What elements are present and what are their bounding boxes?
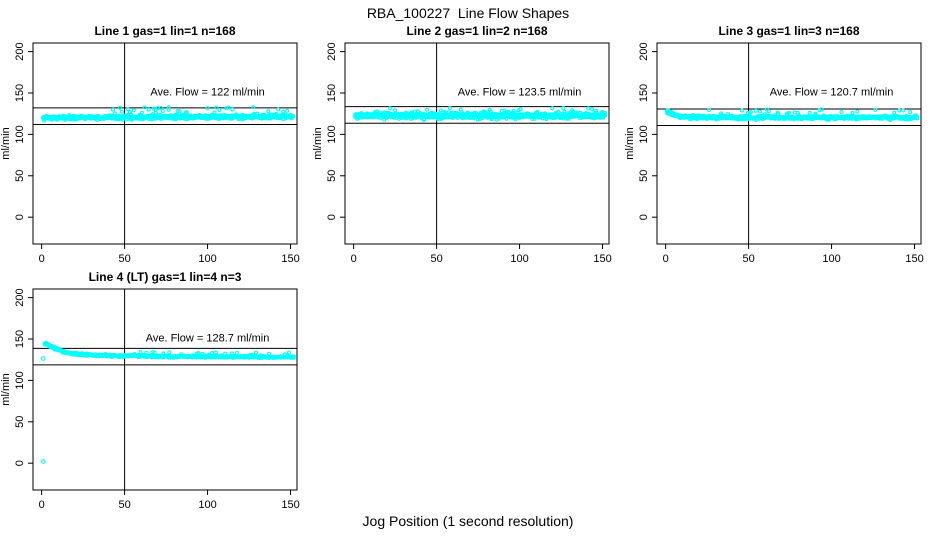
plot-box bbox=[32, 42, 298, 245]
y-axis-label: ml/min bbox=[312, 127, 324, 159]
y-tick-label: 200 bbox=[326, 42, 338, 60]
plot-box bbox=[32, 288, 298, 491]
y-tick-label: 150 bbox=[326, 84, 338, 102]
y-tick-label: 200 bbox=[638, 42, 650, 60]
x-tick-label: 0 bbox=[351, 253, 357, 265]
data-points bbox=[40, 340, 296, 464]
plot-box bbox=[656, 42, 922, 245]
y-tick-label: 100 bbox=[14, 125, 26, 143]
x-tick-label: 0 bbox=[39, 253, 45, 265]
subplot-4: Line 4 (LT) gas=1 lin=4 n=3 Ave. Flow = 1… bbox=[0, 270, 300, 511]
x-tick-label: 100 bbox=[198, 499, 216, 511]
subplot-1: Line 1 gas=1 lin=1 n=168 Ave. Flow = 122 … bbox=[0, 24, 300, 265]
x-tick-label: 0 bbox=[663, 253, 669, 265]
x-tick-label: 100 bbox=[198, 253, 216, 265]
x-tick-label: 150 bbox=[281, 499, 299, 511]
data-points bbox=[664, 107, 920, 122]
x-tick-label: 150 bbox=[905, 253, 923, 265]
x-tick-label: 100 bbox=[510, 253, 528, 265]
data-points bbox=[353, 106, 608, 123]
y-tick-label: 0 bbox=[638, 214, 650, 220]
y-tick-label: 0 bbox=[14, 460, 26, 466]
outlier-point bbox=[40, 356, 46, 361]
y-tick-label: 100 bbox=[638, 125, 650, 143]
x-tick-label: 100 bbox=[822, 253, 840, 265]
y-tick-label: 200 bbox=[14, 288, 26, 306]
x-tick-label: 50 bbox=[742, 253, 754, 265]
y-tick-label: 100 bbox=[326, 125, 338, 143]
y-tick-label: 100 bbox=[14, 371, 26, 389]
outlier-point bbox=[664, 108, 670, 114]
y-axis-label: ml/min bbox=[0, 127, 12, 159]
x-tick-label: 50 bbox=[118, 499, 130, 511]
x-tick-label: 50 bbox=[118, 253, 130, 265]
y-tick-label: 150 bbox=[14, 330, 26, 348]
subplot-title: Line 4 (LT) gas=1 lin=4 n=3 bbox=[89, 270, 242, 284]
x-tick-label: 0 bbox=[39, 499, 45, 511]
y-axis-label: ml/min bbox=[0, 373, 12, 405]
ave-flow-annotation: Ave. Flow = 120.7 ml/min bbox=[770, 86, 894, 98]
subplot-title: Line 2 gas=1 lin=2 n=168 bbox=[406, 24, 547, 38]
ave-flow-annotation: Ave. Flow = 123.5 ml/min bbox=[458, 86, 582, 98]
outlier-point bbox=[40, 459, 46, 464]
y-tick-label: 50 bbox=[14, 416, 26, 428]
y-tick-label: 0 bbox=[14, 214, 26, 220]
x-axis-label: Jog Position (1 second resolution) bbox=[362, 513, 574, 529]
y-tick-label: 0 bbox=[326, 214, 338, 220]
plot-box bbox=[344, 42, 610, 245]
ave-flow-annotation: Ave. Flow = 128.7 ml/min bbox=[146, 332, 270, 344]
subplot-3: Line 3 gas=1 lin=3 n=168 Ave. Flow = 120.… bbox=[624, 24, 924, 265]
subplot-title: Line 3 gas=1 lin=3 n=168 bbox=[718, 24, 859, 38]
subplot-2: Line 2 gas=1 lin=2 n=168 Ave. Flow = 123.… bbox=[312, 24, 612, 265]
y-tick-label: 150 bbox=[638, 84, 650, 102]
y-axis-label: ml/min bbox=[624, 127, 636, 159]
y-tick-label: 50 bbox=[14, 170, 26, 182]
y-tick-label: 50 bbox=[638, 170, 650, 182]
x-tick-label: 50 bbox=[430, 253, 442, 265]
outlier-point bbox=[41, 117, 47, 123]
ave-flow-annotation: Ave. Flow = 122 ml/min bbox=[150, 86, 264, 98]
x-tick-label: 150 bbox=[593, 253, 611, 265]
subplot-title: Line 1 gas=1 lin=1 n=168 bbox=[94, 24, 235, 38]
data-points bbox=[41, 105, 296, 123]
y-tick-label: 150 bbox=[14, 84, 26, 102]
y-tick-label: 50 bbox=[326, 170, 338, 182]
y-tick-label: 200 bbox=[14, 42, 26, 60]
main-title: RBA_100227 Line Flow Shapes bbox=[366, 5, 570, 21]
x-tick-label: 150 bbox=[281, 253, 299, 265]
